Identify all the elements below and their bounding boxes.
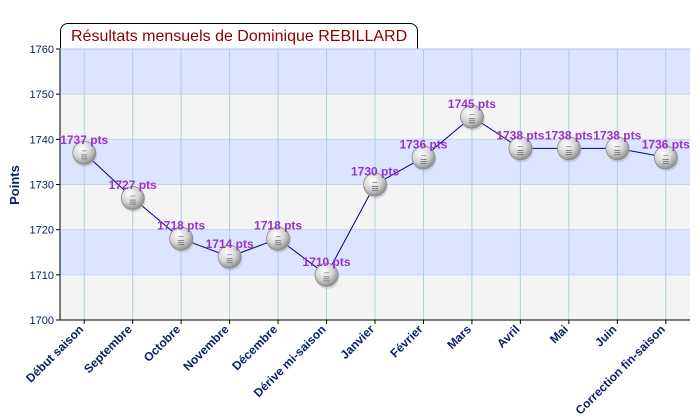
data-label: 1737 pts <box>60 133 108 147</box>
data-point-ball <box>266 226 290 251</box>
x-tick-label: Avril <box>494 322 522 350</box>
chart-title-box: Résultats mensuels de Dominique REBILLAR… <box>60 23 419 49</box>
data-point <box>653 145 679 172</box>
data-point-ball <box>556 136 581 161</box>
data-label: 1710 pts <box>303 255 351 269</box>
y-tick-label: 1760 <box>30 44 54 56</box>
chart-title: Résultats mensuels de Dominique REBILLAR… <box>71 27 408 45</box>
data-label: 1736 pts <box>642 137 690 151</box>
data-point <box>72 140 98 167</box>
x-tick-label: Février <box>387 322 425 360</box>
x-tick-label: Novembre <box>180 322 232 374</box>
data-label: 1738 pts <box>593 128 641 142</box>
data-label: 1714 pts <box>206 237 254 251</box>
x-tick-label: Décembre <box>229 322 280 373</box>
data-point <box>556 136 582 163</box>
data-point-ball <box>217 244 242 269</box>
data-point <box>605 136 631 163</box>
data-point <box>460 104 485 131</box>
x-tick-label: Janvier <box>338 322 378 362</box>
data-point-ball <box>653 145 678 170</box>
y-tick-label: 1720 <box>30 225 54 237</box>
data-point <box>411 145 437 172</box>
data-points <box>72 104 679 289</box>
data-label: 1745 pts <box>448 97 496 111</box>
y-tick-label: 1700 <box>30 315 54 327</box>
data-point-ball <box>120 186 145 210</box>
data-point-ball <box>314 262 339 287</box>
x-tick-label: Mai <box>547 322 571 346</box>
data-point-ball <box>508 136 533 161</box>
y-tick-labels: 1700 1710 1720 1730 1740 1750 1760 <box>30 44 60 327</box>
data-label: 1738 pts <box>545 128 593 142</box>
data-point-ball <box>460 104 484 129</box>
y-tick-label: 1750 <box>30 89 54 101</box>
data-label: 1736 pts <box>399 137 447 151</box>
y-tick-label: 1730 <box>30 180 54 192</box>
x-tick-label: Octobre <box>141 322 184 365</box>
data-point-ball <box>411 145 436 170</box>
data-point <box>120 186 146 213</box>
data-label: 1727 pts <box>109 178 157 192</box>
x-tick-label: Correction fin-saison <box>573 322 668 417</box>
x-tick-label: Septembre <box>81 322 135 376</box>
y-tick-label: 1740 <box>30 134 54 146</box>
data-label: 1730 pts <box>351 165 399 179</box>
data-point <box>314 262 340 289</box>
x-tick-label: Début saison <box>23 322 86 385</box>
y-axis-label: Points <box>7 165 22 205</box>
data-point <box>363 172 388 199</box>
data-label: 1718 pts <box>157 219 205 233</box>
y-tick-label: 1710 <box>30 270 54 282</box>
data-label: 1738 pts <box>496 128 544 142</box>
data-point-ball <box>605 136 630 161</box>
data-label: 1718 pts <box>254 219 302 233</box>
data-point <box>266 226 292 253</box>
x-tick-label: Mars <box>444 322 474 352</box>
data-point-ball <box>72 140 97 165</box>
data-point <box>217 244 243 271</box>
data-point-ball <box>169 226 194 251</box>
data-point <box>508 136 534 163</box>
data-point-ball <box>363 172 387 197</box>
x-tick-label: Juin <box>592 322 619 349</box>
data-point <box>169 226 195 253</box>
